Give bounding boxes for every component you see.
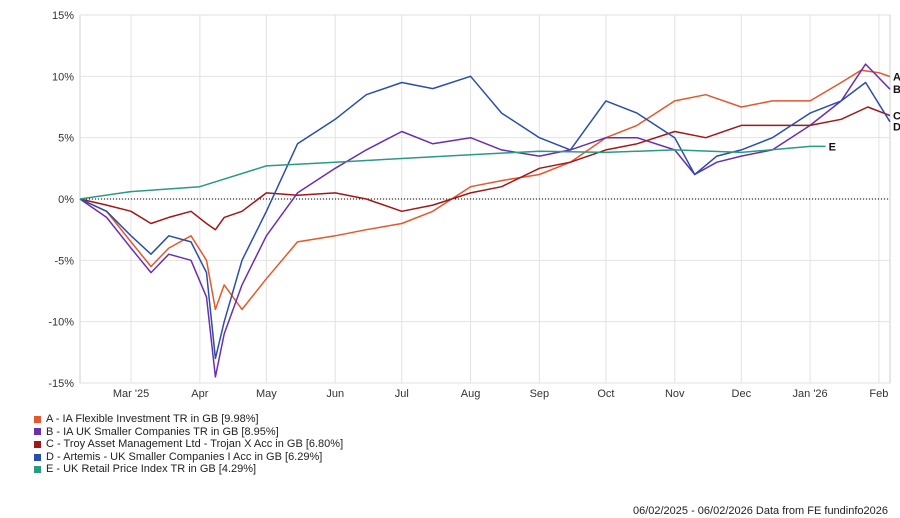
y-tick-label: -5% [54,255,74,267]
legend-label-b: B - IA UK Smaller Companies TR in GB [8.… [46,426,279,439]
y-tick-label: 5% [58,133,74,145]
footer-date-range: 06/02/2025 - 06/02/2026 [633,505,753,517]
end-label-a: A [893,72,900,84]
legend-item-a: A - IA Flexible Investment TR in GB [9.9… [34,413,343,426]
x-tick-label: Jul [395,388,409,400]
x-tick-label: Aug [461,388,481,400]
x-tick-label: Jan '26 [793,388,828,400]
legend-label-e: E - UK Retail Price Index TR in GB [4.29… [46,463,256,476]
x-tick-label: Apr [191,388,208,400]
legend-label-c: C - Troy Asset Management Ltd - Trojan X… [46,438,343,451]
x-tick-label: Sep [530,388,550,400]
legend-swatch-d [34,454,41,461]
footer: 06/02/2025 - 06/02/2026 Data from FE fun… [633,505,888,517]
legend-label-d: D - Artemis - UK Smaller Companies I Acc… [46,451,322,464]
end-label-d: D [893,122,900,134]
y-tick-label: 10% [52,71,74,83]
legend: A - IA Flexible Investment TR in GB [9.9… [34,413,343,476]
legend-label-a: A - IA Flexible Investment TR in GB [9.9… [46,413,259,426]
x-tick-label: Dec [732,388,752,400]
y-axis-ticks: -15% -10% -5% 0% 5% 10% 15% [48,10,74,390]
end-label-e: E [829,141,836,153]
end-label-b: B [893,84,900,96]
performance-chart: -15% -10% -5% 0% 5% 10% 15% Mar '25 Apr May Jun Ju… [0,0,900,405]
footer-source: Data from FE fundinfo2026 [756,505,888,517]
x-tick-label: Nov [665,388,685,400]
x-tick-label: May [256,388,277,400]
x-tick-label: Feb [869,388,888,400]
legend-item-b: B - IA UK Smaller Companies TR in GB [8.… [34,426,343,439]
legend-item-d: D - Artemis - UK Smaller Companies I Acc… [34,451,343,464]
legend-item-c: C - Troy Asset Management Ltd - Trojan X… [34,438,343,451]
x-tick-label: Oct [597,388,614,400]
x-axis-ticks: Mar '25 Apr May Jun Jul Aug Sep Oct Nov Dec Jan '2… [113,388,889,400]
y-tick-label: 0% [58,194,74,206]
x-tick-label: Mar '25 [113,388,149,400]
legend-swatch-a [34,416,41,423]
legend-swatch-c [34,441,41,448]
legend-swatch-e [34,466,41,473]
legend-swatch-b [34,428,41,435]
y-tick-label: 15% [52,10,74,22]
legend-item-e: E - UK Retail Price Index TR in GB [4.29… [34,463,343,476]
y-tick-label: -15% [48,378,74,390]
x-tick-label: Jun [326,388,344,400]
y-tick-label: -10% [48,317,74,329]
